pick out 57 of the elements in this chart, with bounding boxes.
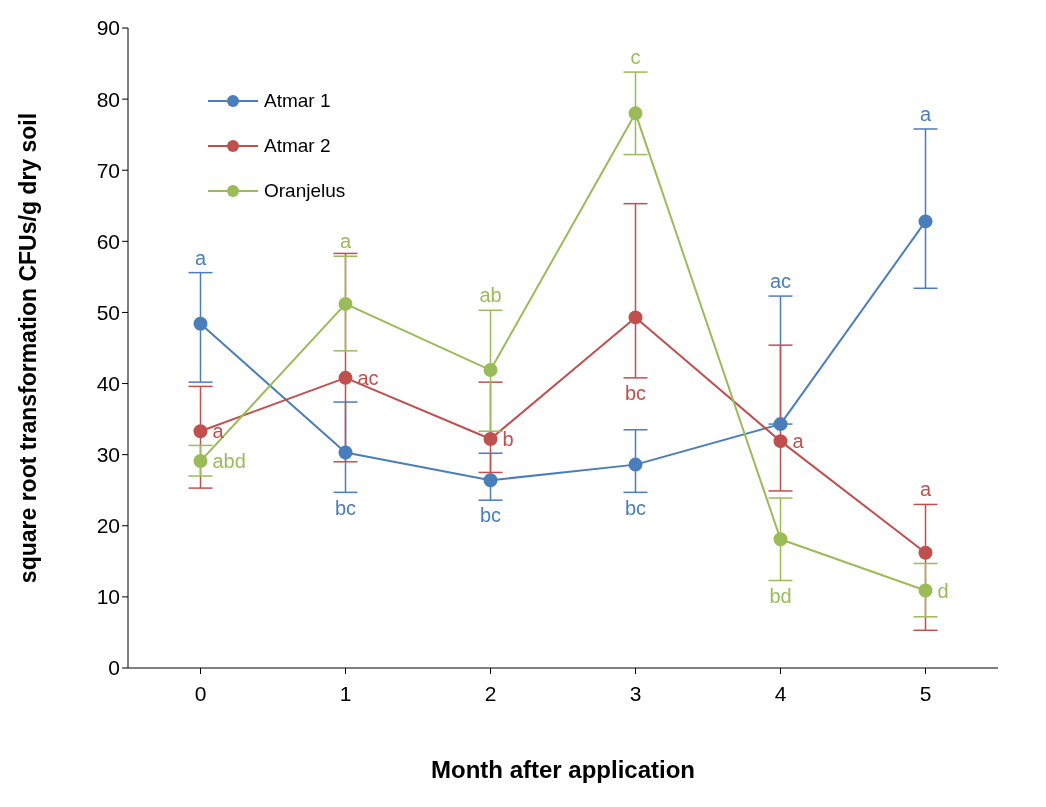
annotation: bc xyxy=(624,382,647,405)
annotation: bc xyxy=(479,504,502,527)
legend-label: Oranjelus xyxy=(264,179,346,202)
point xyxy=(483,363,498,378)
x-tick-label: 1 xyxy=(339,681,352,705)
annotation: bc xyxy=(624,496,647,519)
y-tick-label: 70 xyxy=(96,158,120,182)
point xyxy=(193,316,208,331)
point xyxy=(338,445,353,460)
annotation: bc xyxy=(334,496,357,519)
y-tick-label: 10 xyxy=(96,585,120,609)
point xyxy=(918,583,933,598)
point xyxy=(918,545,933,560)
annotation: abd xyxy=(212,450,246,473)
point xyxy=(193,424,208,439)
point xyxy=(773,532,788,547)
point xyxy=(338,370,353,385)
annotation: c xyxy=(630,46,641,69)
y-tick-label: 90 xyxy=(96,16,120,40)
annotation: ab xyxy=(479,284,502,307)
y-axis-title: square root transformation CFUs/g dry soil xyxy=(15,112,42,584)
y-tick-label: 60 xyxy=(96,229,120,253)
annotation: d xyxy=(937,579,949,602)
annotation: a xyxy=(792,430,805,453)
y-tick-label: 40 xyxy=(96,372,120,396)
point xyxy=(628,106,643,121)
x-tick-label: 4 xyxy=(774,681,787,705)
point xyxy=(193,454,208,469)
point xyxy=(338,296,353,311)
x-tick-label: 3 xyxy=(629,681,642,705)
y-tick-label: 20 xyxy=(96,514,120,538)
y-tick-label: 50 xyxy=(96,300,120,324)
x-axis-title: Month after application xyxy=(431,756,695,783)
legend-label: Atmar 2 xyxy=(264,134,331,157)
point xyxy=(773,434,788,449)
annotation: a xyxy=(919,478,932,501)
legend-label: Atmar 1 xyxy=(264,89,331,112)
x-tick-label: 5 xyxy=(919,681,932,705)
annotation: a xyxy=(919,102,932,125)
y-tick-label: 80 xyxy=(96,87,120,111)
annotation: bd xyxy=(769,584,792,607)
annotation: a xyxy=(194,246,207,269)
y-tick-label: 0 xyxy=(108,656,120,680)
annotation: b xyxy=(502,428,514,451)
annotation: a xyxy=(339,230,352,253)
point xyxy=(628,457,643,472)
x-tick-label: 0 xyxy=(194,681,207,705)
x-tick-label: 2 xyxy=(484,681,497,705)
y-tick-label: 30 xyxy=(96,443,120,467)
point xyxy=(483,473,498,488)
annotation: ac xyxy=(769,270,792,293)
annotation: a xyxy=(212,420,225,443)
point xyxy=(628,310,643,325)
point xyxy=(918,214,933,229)
point xyxy=(483,432,498,447)
point xyxy=(773,417,788,432)
annotation: ac xyxy=(357,366,379,389)
